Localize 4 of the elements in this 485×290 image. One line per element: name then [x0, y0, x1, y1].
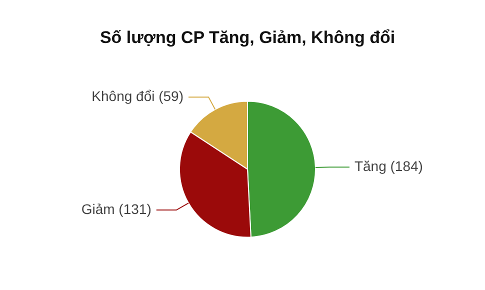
slice-label: Giảm (131) [81, 200, 152, 217]
slice-label: Tăng (184) [354, 158, 423, 174]
slice-label: Không đổi (59) [92, 88, 184, 104]
chart-title: Số lượng CP Tăng, Giảm, Không đổi [100, 28, 396, 47]
